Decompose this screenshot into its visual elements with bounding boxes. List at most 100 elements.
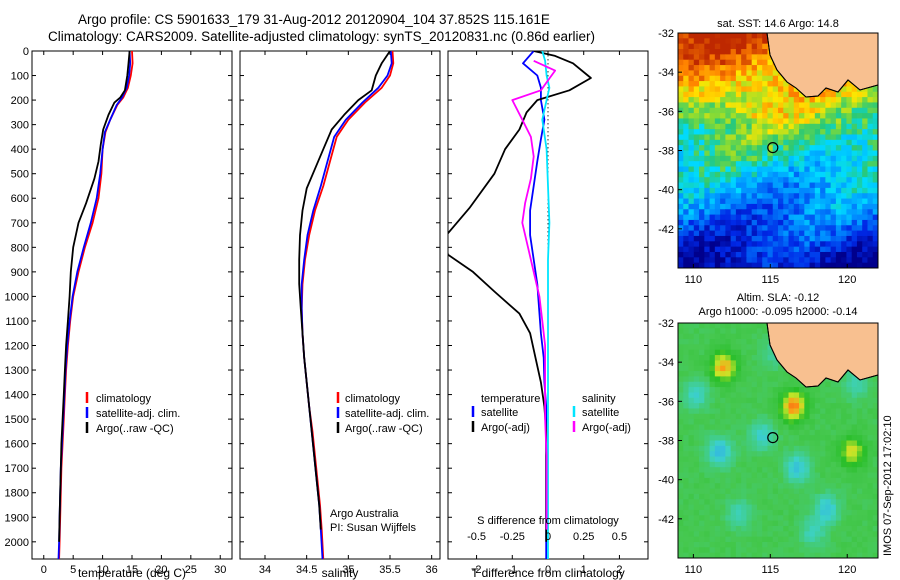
sst-cell [867, 246, 874, 253]
sst-cell [704, 182, 711, 189]
sla-cell [778, 419, 784, 425]
sst-cell [835, 230, 842, 237]
sst-cell [762, 86, 768, 93]
sst-cell [867, 118, 874, 125]
sst-cell [730, 102, 737, 109]
sst-cell [793, 225, 800, 232]
sla-cell [756, 419, 763, 425]
sla-cell [778, 552, 784, 558]
sst-cell [678, 262, 684, 268]
sla-cell [683, 435, 690, 441]
sst-cell [693, 182, 700, 189]
sst-cell [762, 235, 768, 242]
sla-cell [851, 504, 858, 511]
depth-tick-label: 700 [11, 218, 29, 230]
sla-cell [767, 456, 774, 463]
sst-cell [809, 241, 816, 248]
sla-cell [788, 429, 795, 436]
sst-cell [835, 177, 842, 184]
sla-cell [688, 371, 695, 377]
sst-cell [851, 225, 858, 232]
sla-cell [783, 413, 790, 420]
sla-cell [746, 371, 753, 377]
sla-cell [820, 525, 826, 532]
sst-cell [799, 214, 805, 221]
sla-cell [751, 333, 758, 340]
sla-cell [830, 392, 837, 399]
sla-cell [872, 397, 878, 404]
sla-cell [788, 547, 795, 554]
sst-cell [851, 219, 858, 226]
sla-cell [725, 376, 732, 383]
sla-cell [799, 472, 805, 479]
sla-cell [804, 445, 811, 452]
sst-cell [793, 257, 800, 264]
sla-cell [762, 472, 768, 479]
sst-cell [804, 155, 811, 162]
sst-cell [772, 113, 779, 119]
sst-cell [725, 209, 732, 216]
sla-cell [741, 360, 747, 367]
sla-cell [856, 461, 863, 468]
sst-cell [720, 65, 726, 71]
sla-cell [699, 381, 705, 388]
sla-cell [778, 525, 784, 532]
sst-cell [725, 166, 732, 173]
sla-cell [730, 360, 737, 367]
sst-cell [693, 107, 700, 114]
sla-cell [856, 520, 863, 527]
sla-cell [725, 440, 732, 447]
sst-cell [683, 262, 690, 268]
sst-cell [825, 91, 832, 98]
sla-cell [825, 381, 832, 388]
sst-cell [762, 214, 768, 221]
sla-cell [756, 333, 763, 340]
sla-cell [751, 387, 758, 393]
sla-cell [804, 419, 811, 425]
sla-cell [699, 424, 705, 431]
sst-cell [846, 257, 853, 264]
sst-cell [751, 91, 758, 98]
sst-cell [867, 91, 874, 98]
sla-cell [788, 483, 795, 490]
sla-cell [872, 488, 878, 495]
sla-cell [704, 408, 711, 415]
sst-cell [693, 129, 700, 135]
sla-cell [867, 483, 874, 490]
sla-cell [693, 392, 700, 399]
sla-cell [804, 520, 811, 527]
sla-cell [809, 520, 816, 527]
sla-cell [783, 531, 790, 538]
sla-cell [778, 392, 784, 399]
sst-cell [756, 107, 763, 114]
sla-cell [825, 461, 832, 468]
sst-cell [678, 86, 684, 93]
sst-cell [867, 193, 874, 200]
sla-cell [809, 435, 816, 441]
sla-cell [804, 456, 811, 463]
x-tick-label: 0 [41, 564, 47, 576]
sla-cell [851, 413, 858, 420]
sla-cell [678, 547, 684, 554]
sst-cell [820, 139, 826, 146]
sst-cell [762, 38, 768, 45]
sst-cell [841, 139, 847, 146]
sla-cell [841, 499, 847, 506]
sst-cell [772, 129, 779, 135]
sst-cell [693, 123, 700, 130]
sst-cell [835, 198, 842, 205]
sla-cell [678, 509, 684, 516]
sla-cell [814, 499, 821, 506]
sst-cell [699, 65, 705, 71]
sla-cell [830, 552, 837, 558]
sla-cell [856, 429, 863, 436]
depth-tick-label: 900 [11, 267, 29, 279]
sst-cell [720, 102, 726, 109]
sla-cell [830, 477, 837, 484]
sst-cell [846, 139, 853, 146]
sst-cell [783, 107, 790, 114]
sst-cell [688, 251, 695, 258]
sst-cell [688, 198, 695, 205]
sla-cell [720, 397, 726, 404]
sst-cell [746, 38, 753, 45]
